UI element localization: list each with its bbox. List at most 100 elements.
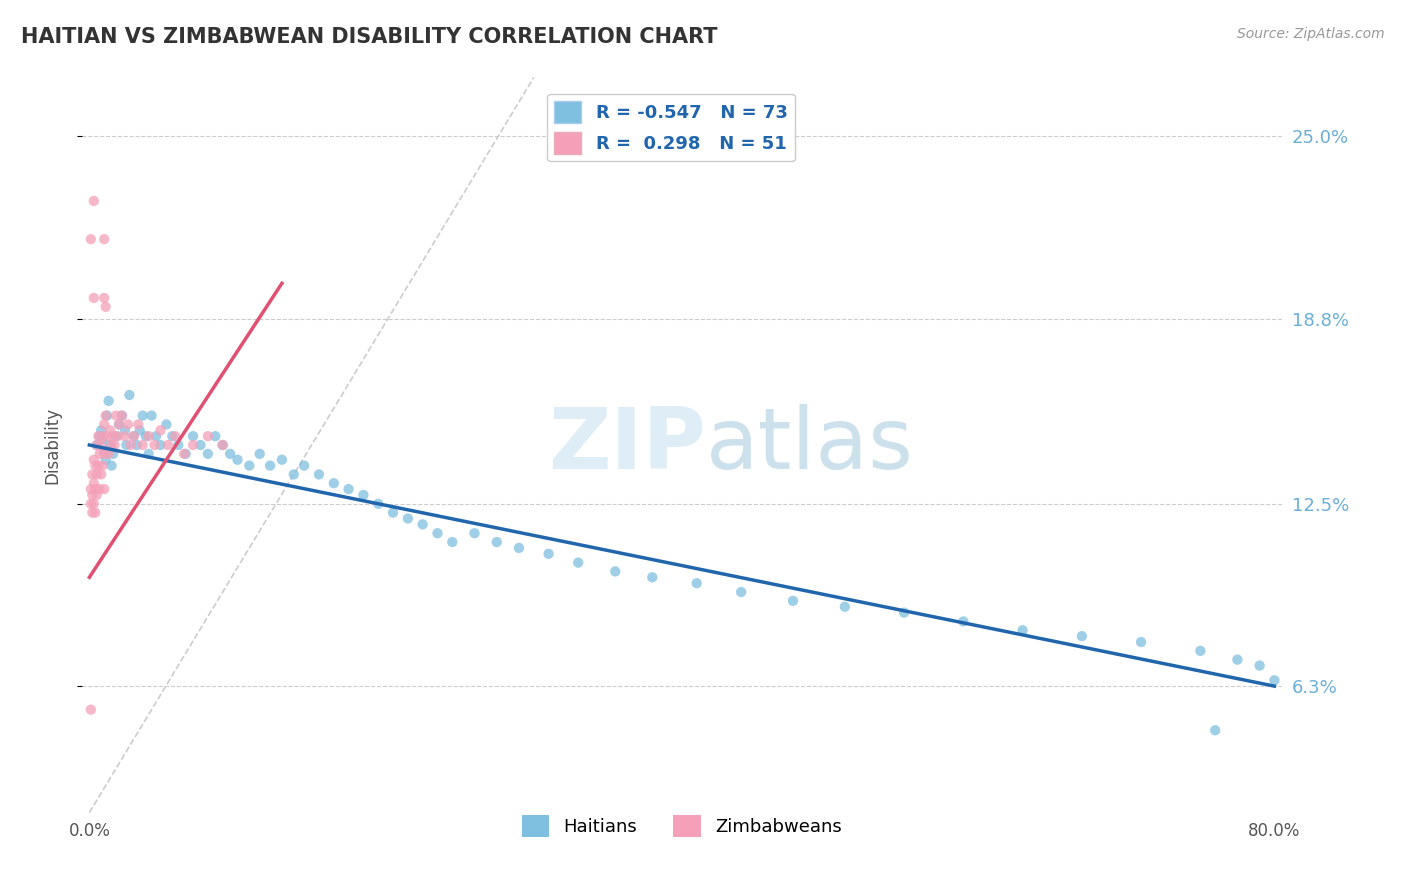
Point bbox=[204, 429, 226, 443]
Point bbox=[463, 526, 485, 541]
Point bbox=[90, 438, 112, 452]
Point bbox=[156, 438, 179, 452]
Point bbox=[89, 429, 111, 443]
Point bbox=[162, 429, 184, 443]
Point bbox=[80, 703, 103, 717]
Legend: Haitians, Zimbabweans: Haitians, Zimbabweans bbox=[515, 807, 849, 844]
Point bbox=[93, 447, 115, 461]
Point bbox=[271, 452, 294, 467]
Point bbox=[283, 467, 305, 482]
Point bbox=[952, 615, 974, 629]
Point bbox=[219, 447, 242, 461]
Y-axis label: Disability: Disability bbox=[44, 407, 60, 483]
Text: atlas: atlas bbox=[706, 403, 914, 486]
Point bbox=[1249, 658, 1271, 673]
Point bbox=[238, 458, 260, 473]
Point bbox=[80, 232, 103, 246]
Point bbox=[537, 547, 560, 561]
Text: HAITIAN VS ZIMBABWEAN DISABILITY CORRELATION CHART: HAITIAN VS ZIMBABWEAN DISABILITY CORRELA… bbox=[21, 27, 717, 46]
Point bbox=[93, 291, 115, 305]
Point bbox=[412, 517, 434, 532]
Point bbox=[82, 506, 104, 520]
Point bbox=[181, 429, 204, 443]
Point bbox=[100, 438, 122, 452]
Point bbox=[426, 526, 449, 541]
Point bbox=[83, 476, 105, 491]
Point bbox=[1189, 644, 1212, 658]
Point bbox=[111, 409, 134, 423]
Point bbox=[382, 506, 405, 520]
Point bbox=[367, 497, 389, 511]
Point bbox=[686, 576, 709, 591]
Point bbox=[122, 429, 145, 443]
Point bbox=[190, 438, 212, 452]
Point bbox=[118, 388, 141, 402]
Point bbox=[90, 423, 112, 437]
Point bbox=[197, 429, 219, 443]
Point bbox=[173, 447, 195, 461]
Point bbox=[91, 458, 114, 473]
Point bbox=[84, 482, 107, 496]
Point bbox=[91, 429, 114, 443]
Point bbox=[89, 482, 111, 496]
Point bbox=[97, 447, 120, 461]
Text: ZIP: ZIP bbox=[548, 403, 706, 486]
Point bbox=[83, 497, 105, 511]
Point bbox=[292, 458, 315, 473]
Point bbox=[89, 447, 111, 461]
Point bbox=[834, 599, 856, 614]
Point bbox=[84, 458, 107, 473]
Point bbox=[86, 467, 108, 482]
Point bbox=[108, 417, 131, 432]
Point bbox=[111, 409, 134, 423]
Point bbox=[101, 429, 124, 443]
Point bbox=[337, 482, 360, 496]
Point bbox=[128, 423, 150, 437]
Point bbox=[322, 476, 344, 491]
Point bbox=[93, 443, 115, 458]
Point bbox=[83, 291, 105, 305]
Point bbox=[90, 467, 112, 482]
Point bbox=[86, 488, 108, 502]
Point bbox=[155, 417, 177, 432]
Point bbox=[98, 438, 121, 452]
Point bbox=[94, 452, 117, 467]
Point bbox=[135, 429, 157, 443]
Point bbox=[308, 467, 330, 482]
Point bbox=[125, 438, 148, 452]
Point bbox=[567, 556, 589, 570]
Point bbox=[82, 467, 104, 482]
Point bbox=[249, 447, 271, 461]
Point bbox=[1226, 653, 1249, 667]
Point bbox=[131, 409, 153, 423]
Point bbox=[101, 447, 124, 461]
Point bbox=[94, 300, 117, 314]
Point bbox=[605, 565, 627, 579]
Point bbox=[82, 488, 104, 502]
Point bbox=[197, 447, 219, 461]
Point bbox=[1130, 635, 1153, 649]
Point bbox=[141, 409, 163, 423]
Point bbox=[138, 429, 160, 443]
Point bbox=[122, 429, 145, 443]
Point bbox=[114, 429, 136, 443]
Point bbox=[782, 594, 804, 608]
Point bbox=[145, 429, 167, 443]
Point bbox=[87, 458, 110, 473]
Point bbox=[98, 423, 121, 437]
Point bbox=[1070, 629, 1092, 643]
Point bbox=[441, 535, 464, 549]
Point bbox=[211, 438, 233, 452]
Point bbox=[105, 409, 128, 423]
Point bbox=[103, 438, 125, 452]
Point bbox=[83, 452, 105, 467]
Point bbox=[485, 535, 508, 549]
Point bbox=[131, 438, 153, 452]
Point bbox=[138, 447, 160, 461]
Point bbox=[100, 458, 122, 473]
Point bbox=[97, 393, 120, 408]
Point bbox=[96, 429, 118, 443]
Point bbox=[87, 429, 110, 443]
Point bbox=[730, 585, 752, 599]
Point bbox=[211, 438, 233, 452]
